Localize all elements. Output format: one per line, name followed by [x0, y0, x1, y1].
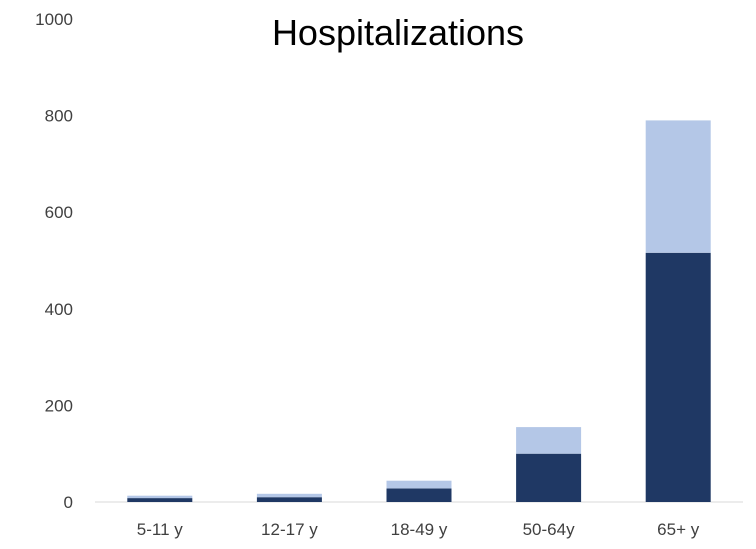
bar-series-1	[516, 453, 582, 502]
bar-series-2	[127, 495, 193, 499]
bar-series-1	[256, 497, 322, 502]
bar-series-2	[645, 120, 711, 253]
y-tick-label: 0	[64, 493, 73, 512]
bar-series-1	[645, 252, 711, 502]
x-tick-label: 50-64y	[523, 520, 575, 539]
bar-series-2	[386, 480, 452, 489]
y-tick-label: 200	[45, 396, 73, 415]
bar-series-2	[516, 427, 582, 454]
bar-group	[127, 120, 711, 502]
bar-series-2	[256, 493, 322, 498]
x-axis: 5-11 y 12-17 y 18-49 y 50-64y 65+ y	[95, 501, 743, 539]
y-tick-label: 1000	[35, 10, 73, 29]
y-tick-label: 400	[45, 300, 73, 319]
chart-title: Hospitalizations	[272, 12, 524, 53]
x-tick-label: 5-11 y	[137, 520, 183, 539]
x-tick-label: 65+ y	[657, 520, 700, 539]
x-tick-label: 12-17 y	[261, 520, 318, 539]
y-tick-label: 600	[45, 203, 73, 222]
bar-series-1	[127, 498, 193, 502]
bar-series-1	[386, 488, 452, 502]
x-tick-label: 18-49 y	[391, 520, 448, 539]
y-tick-label: 800	[45, 107, 73, 126]
y-axis: 0 200 400 600 800 1000	[35, 10, 73, 512]
